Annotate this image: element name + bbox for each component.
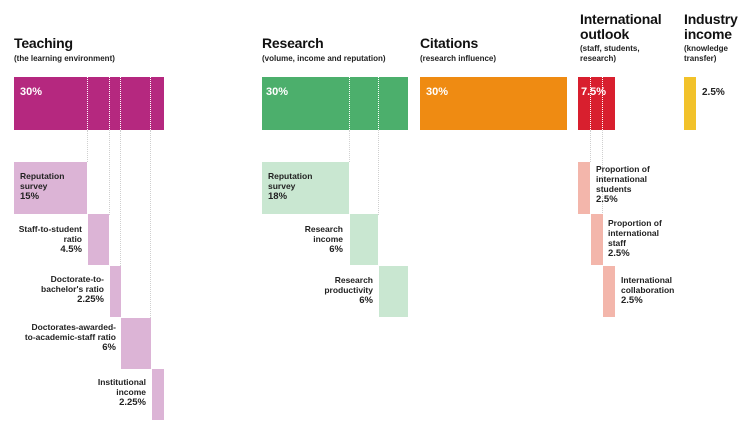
guide-line <box>120 130 121 266</box>
teaching-doctorates-awarded-block <box>121 318 151 369</box>
guide-line <box>109 130 110 215</box>
divider <box>378 77 379 130</box>
research-bar <box>262 77 408 130</box>
industry-title: Industry income <box>684 11 738 42</box>
research-income-label: Research income 6% <box>282 224 343 255</box>
teaching-pct: 30% <box>20 86 43 98</box>
divider <box>349 77 350 130</box>
research-productivity-block <box>379 266 408 317</box>
teaching-title: Teaching <box>14 35 73 51</box>
citations-bar <box>420 77 567 130</box>
international-students-block <box>578 162 590 214</box>
guide-line <box>590 130 591 162</box>
guide-line <box>378 130 379 215</box>
research-pct: 30% <box>266 86 289 98</box>
industry-bar <box>684 77 696 130</box>
teaching-staff-student-block <box>88 214 109 265</box>
teaching-subtitle: (the learning environment) <box>14 54 115 63</box>
teaching-doctorates-awarded-label: Doctorates-awarded-to-academic-staff rat… <box>22 322 116 353</box>
research-reputation-block <box>262 162 349 214</box>
industry-pct: 2.5% <box>702 87 725 98</box>
international-staff-label: Proportion of international staff 2.5% <box>608 218 670 259</box>
guide-line <box>602 130 603 215</box>
teaching-reputation-block <box>14 162 87 214</box>
guide-line <box>150 130 151 318</box>
teaching-staff-student-value: 4.5% <box>60 244 82 255</box>
research-productivity-value: 6% <box>359 295 373 306</box>
international-staff-value: 2.5% <box>608 248 630 259</box>
international-collaboration-value: 2.5% <box>621 295 643 306</box>
guide-line <box>87 130 88 162</box>
teaching-institutional-income-label: Institutional income 2.25% <box>82 377 146 408</box>
international-staff-block <box>591 214 603 265</box>
teaching-doctorate-bachelor-value: 2.25% <box>77 294 104 305</box>
research-reputation-value: 18% <box>268 191 288 202</box>
divider <box>87 77 88 130</box>
teaching-reputation-label: Reputation survey 15% <box>20 171 82 202</box>
international-subtitle: (staff, students, research) <box>580 44 640 63</box>
international-collaboration-block <box>603 266 615 317</box>
research-subtitle: (volume, income and reputation) <box>262 54 386 63</box>
teaching-doctorates-awarded-value: 6% <box>102 342 116 353</box>
divider <box>109 77 110 130</box>
international-students-label: Proportion of international students 2.5… <box>596 164 662 205</box>
citations-subtitle: (research influence) <box>420 54 497 63</box>
teaching-doctorate-bachelor-block <box>110 266 121 317</box>
teaching-bar <box>14 77 164 130</box>
international-students-value: 2.5% <box>596 194 618 205</box>
international-title: International outlook <box>580 11 662 42</box>
divider <box>602 77 603 130</box>
research-income-block <box>350 214 378 265</box>
teaching-institutional-income-value: 2.25% <box>119 397 146 408</box>
industry-subtitle: (knowledge transfer) <box>684 44 729 63</box>
international-collaboration-label: International collaboration 2.5% <box>621 275 683 306</box>
international-pct: 7.5% <box>581 86 607 98</box>
teaching-reputation-value: 15% <box>20 191 40 202</box>
research-productivity-label: Research productivity 6% <box>300 275 373 306</box>
research-title: Research <box>262 35 324 51</box>
divider <box>120 77 121 130</box>
citations-pct: 30% <box>426 86 449 98</box>
research-income-value: 6% <box>329 244 343 255</box>
divider <box>590 77 591 130</box>
citations-title: Citations <box>420 35 479 51</box>
teaching-doctorate-bachelor-label: Doctorate-to-bachelor's ratio 2.25% <box>30 274 104 305</box>
research-reputation-label: Reputation survey 18% <box>268 171 340 202</box>
teaching-staff-student-label: Staff-to-student ratio 4.5% <box>6 224 82 255</box>
teaching-institutional-income-block <box>152 369 164 420</box>
guide-line <box>349 130 350 162</box>
divider <box>150 77 151 130</box>
international-bar <box>578 77 615 130</box>
